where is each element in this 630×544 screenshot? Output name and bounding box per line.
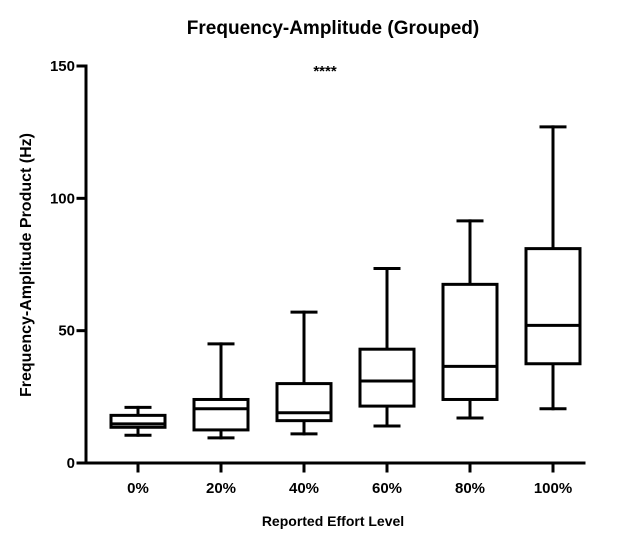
x-tick-label: 100% <box>534 480 572 497</box>
box-20pct <box>192 342 250 440</box>
x-axis-label: Reported Effort Level <box>262 513 404 529</box>
box-60pct <box>358 266 416 428</box>
axes: 0 50 100 150 0% 20% 40% 60% 80% 100% <box>50 58 586 497</box>
y-tick-label: 100 <box>50 190 75 207</box>
y-tick-label: 0 <box>67 455 75 472</box>
x-tick-label: 60% <box>372 480 402 497</box>
iqr-box <box>109 413 167 429</box>
x-tick-label: 40% <box>289 480 319 497</box>
y-tick-label: 150 <box>50 58 75 75</box>
x-tick-label: 80% <box>455 480 485 497</box>
significance-annotation: **** <box>313 63 337 80</box>
x-tick-label: 0% <box>127 480 149 497</box>
box-100pct <box>524 125 582 411</box>
box-40pct <box>275 310 333 436</box>
iqr-box <box>192 397 250 432</box>
iqr-box <box>358 347 416 408</box>
boxes <box>109 125 582 440</box>
x-tick-label: 20% <box>206 480 236 497</box>
iqr-box <box>524 247 582 366</box>
box-80pct <box>441 219 499 420</box>
box-0pct <box>109 405 167 437</box>
iqr-box <box>441 282 499 401</box>
y-axis-label: Frequency-Amplitude Product (Hz) <box>18 133 35 397</box>
chart-title: Frequency-Amplitude (Grouped) <box>187 18 479 39</box>
iqr-box <box>275 382 333 423</box>
y-tick-label: 50 <box>58 323 75 340</box>
